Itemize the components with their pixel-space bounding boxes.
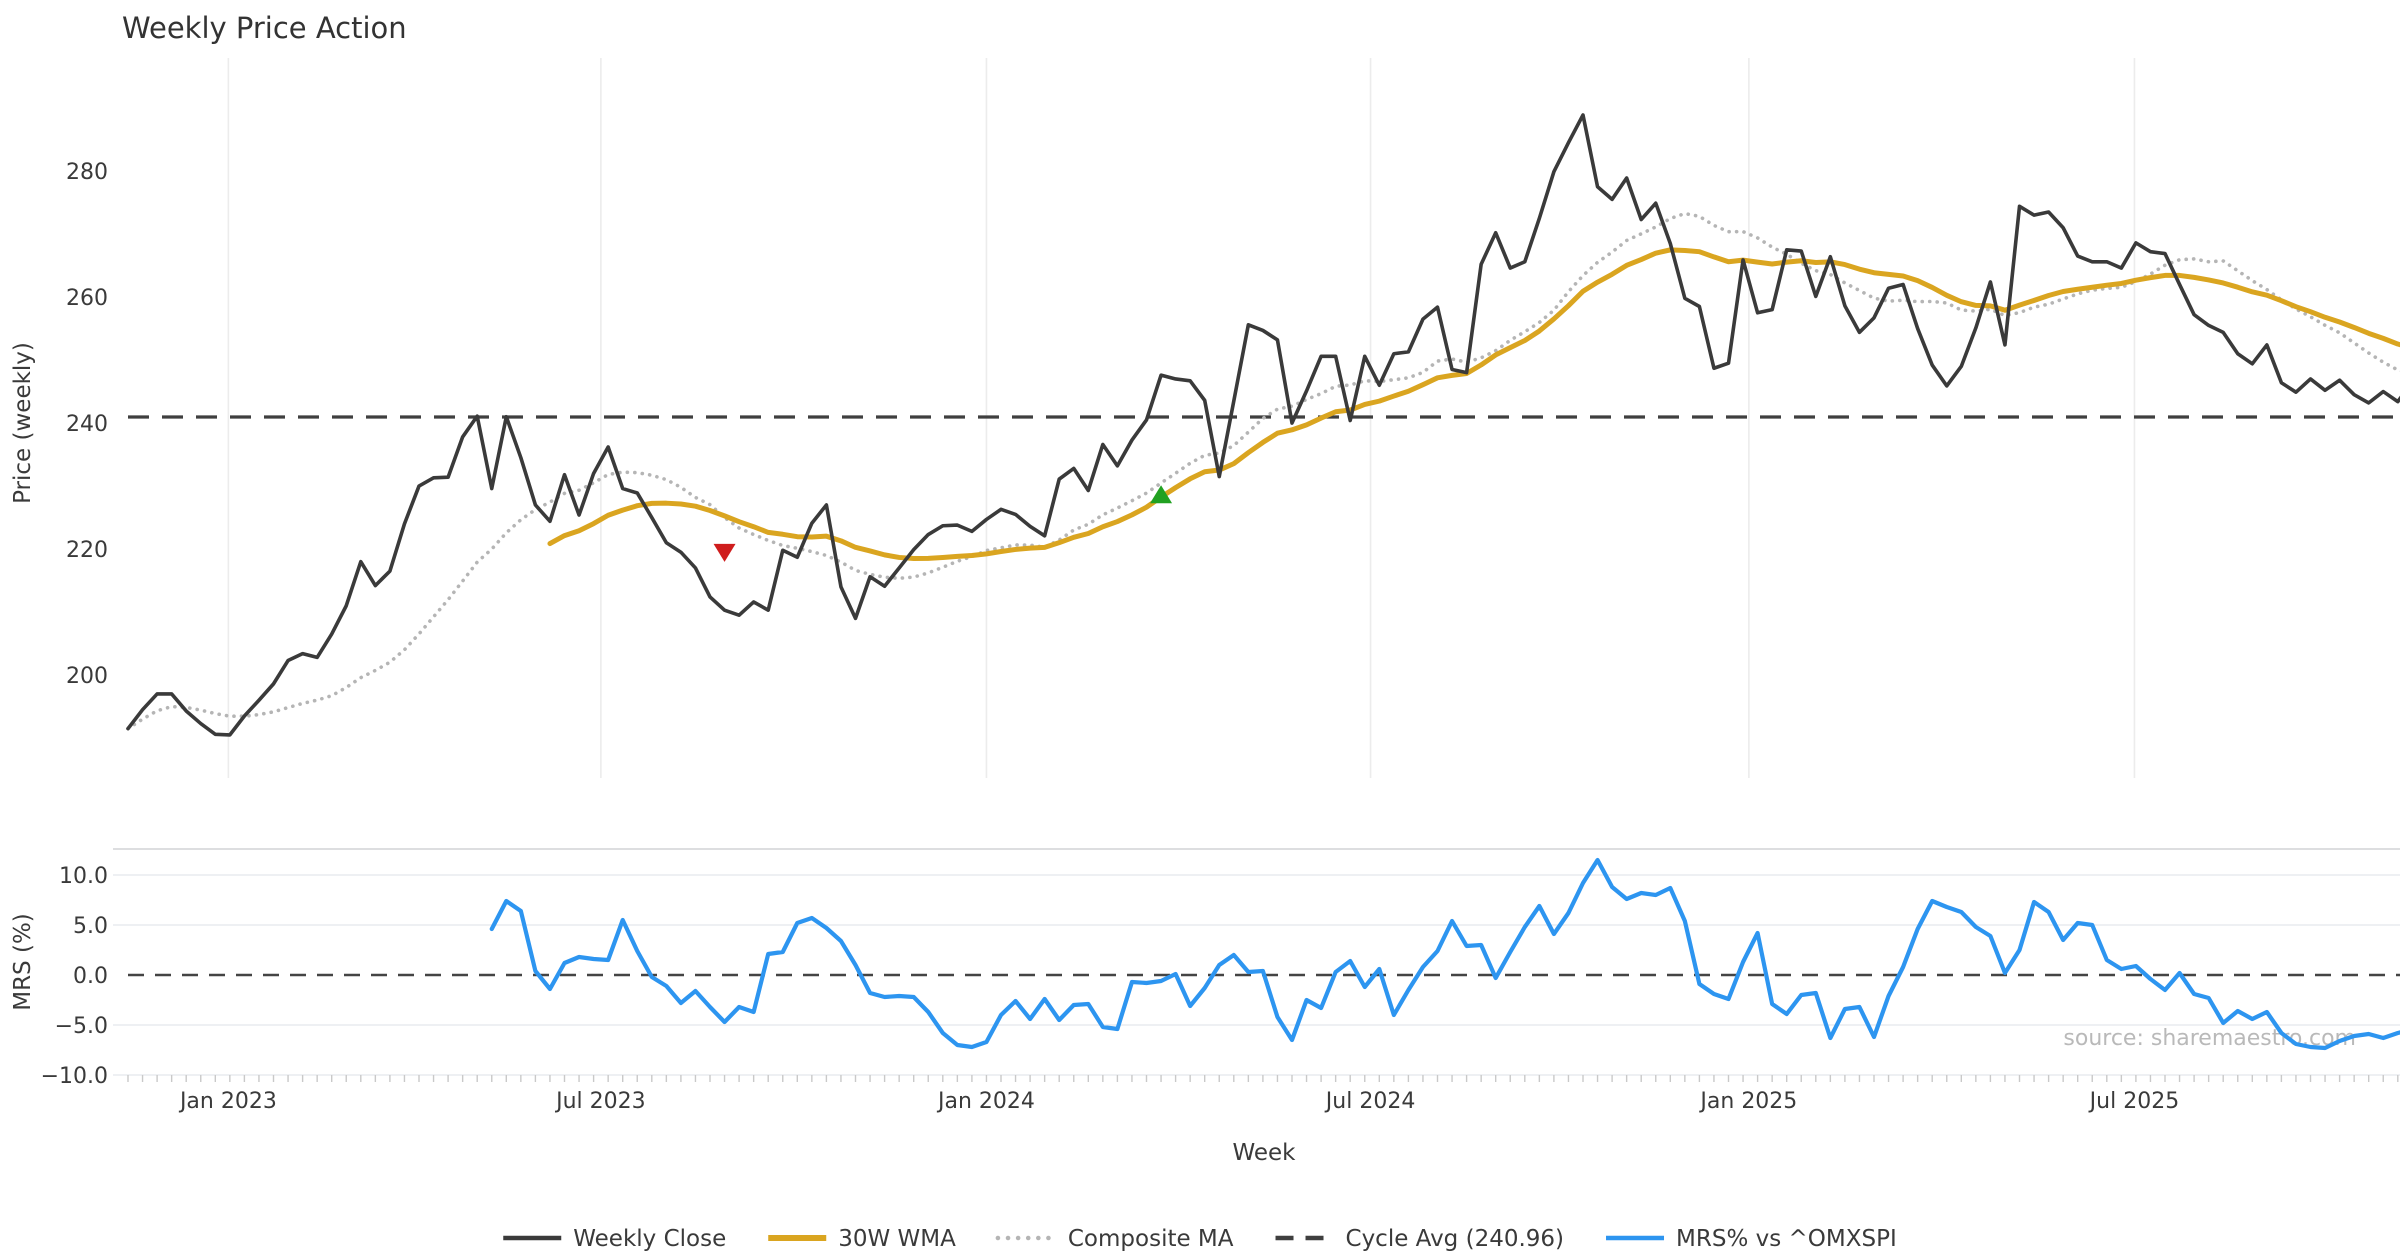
svg-text:Jan 2025: Jan 2025 [1698,1089,1797,1114]
svg-text:220: 220 [66,538,108,563]
svg-text:Jan 2023: Jan 2023 [178,1089,277,1114]
legend-label: Weekly Close [573,1226,726,1252]
x-axis-title: Week [1232,1140,1296,1166]
weekly-close-line [126,113,2400,737]
svg-text:Jul 2025: Jul 2025 [2088,1089,2180,1114]
svg-text:Jan 2024: Jan 2024 [936,1089,1035,1114]
composite-ma-line [126,211,2400,731]
svg-text:200: 200 [66,664,108,689]
svg-text:240: 240 [66,412,108,437]
x-tick-labels: Jan 2023 Jul 2023 Jan 2024 Jul 2024 Jan 2025… [178,1089,2179,1114]
x-axis: Jan 2023 Jul 2023 Jan 2024 Jul 2024 Jan 2025… [127,1075,2399,1166]
mrs-line [489,857,2400,1051]
svg-text:10.0: 10.0 [59,864,108,889]
svg-text:−10.0: −10.0 [41,1064,108,1089]
mrs-axis-title: MRS (%) [10,913,36,1011]
x-minor-ticks [127,1075,2399,1082]
price-axis-title: Price (weekly) [10,342,36,504]
legend: Weekly Close 30W WMA Composite MA Cycle Avg… [503,1226,1897,1252]
svg-text:−5.0: −5.0 [55,1014,108,1039]
svg-text:Jul 2024: Jul 2024 [1324,1089,1416,1114]
svg-text:280: 280 [66,160,108,185]
legend-label: Composite MA [1068,1226,1234,1252]
buy-signal-marker [1150,485,1173,504]
svg-text:Jul 2023: Jul 2023 [554,1089,646,1114]
mrs-panel: 10.05.00.0−5.0−10.0 MRS (%) source: shar… [10,848,2400,1089]
page-title: Weekly Price Action [122,11,407,45]
signal-markers [713,485,1173,562]
svg-text:260: 260 [66,286,108,311]
wma30-line [547,247,2400,562]
price-y-tick-labels: 200 220 240 260 280 [66,160,108,689]
svg-text:0.0: 0.0 [73,964,108,989]
mrs-y-tick-labels: 10.0 5.0 0.0 −5.0 −10.0 [41,864,108,1089]
legend-label: 30W WMA [838,1226,956,1252]
legend-label: MRS% vs ^OMXSPI [1676,1226,1897,1252]
mrs-gridlines [113,848,2400,1076]
sell-signal-marker [713,543,736,562]
price-panel: 200 220 240 260 280 Price (weekly) [10,58,2400,778]
svg-text:5.0: 5.0 [73,914,108,939]
legend-label: Cycle Avg (240.96) [1346,1226,1565,1252]
